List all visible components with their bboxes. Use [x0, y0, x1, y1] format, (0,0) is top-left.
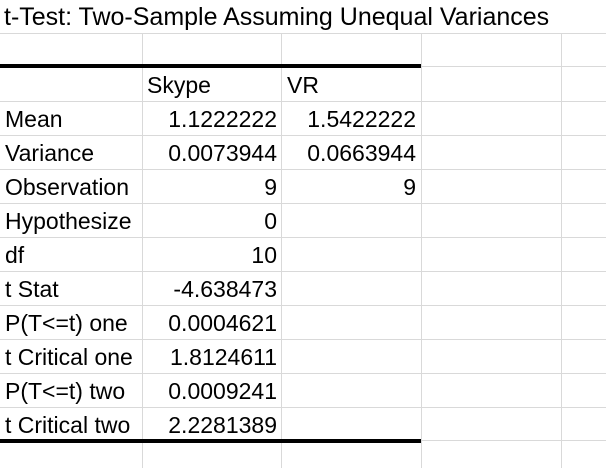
skype-value[interactable]: 9	[264, 174, 277, 200]
skype-value[interactable]: 0.0009241	[168, 378, 277, 404]
gridline	[421, 66, 606, 67]
gridline	[0, 169, 606, 170]
vr-value[interactable]	[283, 374, 416, 408]
gridline	[0, 407, 606, 408]
vr-value[interactable]: 1.5422222	[307, 106, 416, 132]
gridline	[0, 33, 606, 34]
skype-value[interactable]: 2.2281389	[168, 412, 277, 438]
gridline	[0, 339, 606, 340]
gridline	[421, 34, 422, 468]
gridline	[0, 203, 606, 204]
vr-value[interactable]: 9	[403, 174, 416, 200]
row-label[interactable]: Variance	[5, 140, 95, 166]
vr-value[interactable]	[283, 408, 416, 442]
gridline	[0, 271, 606, 272]
skype-value[interactable]: 0.0004621	[168, 310, 277, 336]
row-label[interactable]: df	[5, 242, 25, 268]
gridline	[0, 373, 606, 374]
gridline	[561, 34, 562, 468]
row-label[interactable]: t Critical one	[5, 344, 133, 370]
skype-value[interactable]: 0	[264, 208, 277, 234]
row-label[interactable]: P(T<=t) one	[5, 310, 128, 336]
vr-value[interactable]	[283, 238, 416, 272]
skype-value[interactable]: 1.8124611	[169, 344, 277, 370]
row-label[interactable]: Observation	[5, 174, 130, 200]
skype-value[interactable]: 0.0073944	[168, 140, 277, 166]
column-header-skype[interactable]: Skype	[147, 72, 211, 98]
vr-value[interactable]	[283, 340, 416, 374]
gridline	[281, 34, 282, 468]
row-label[interactable]: Mean	[5, 106, 63, 132]
skype-value[interactable]: 1.1222222	[168, 106, 277, 132]
gridline	[142, 34, 143, 468]
table-title[interactable]: t-Test: Two-Sample Assuming Unequal Vari…	[4, 3, 550, 31]
vr-value[interactable]	[283, 204, 416, 238]
gridline	[0, 237, 606, 238]
vr-value[interactable]	[283, 272, 416, 306]
table-top-border	[0, 64, 421, 68]
gridline	[0, 305, 606, 306]
skype-value[interactable]: 10	[251, 242, 277, 268]
table-bottom-border	[0, 439, 421, 443]
row-label[interactable]: Hypothesize	[5, 208, 132, 234]
vr-value[interactable]	[283, 306, 416, 340]
gridline	[0, 135, 606, 136]
skype-value[interactable]: -4.638473	[173, 276, 277, 302]
row-label[interactable]: t Stat	[5, 276, 59, 302]
row-label[interactable]: t Critical two	[5, 412, 131, 438]
gridline	[421, 440, 606, 441]
gridline	[0, 101, 606, 102]
column-header-vr[interactable]: VR	[287, 72, 319, 98]
vr-value[interactable]: 0.0663944	[307, 140, 416, 166]
row-label[interactable]: P(T<=t) two	[5, 378, 126, 404]
